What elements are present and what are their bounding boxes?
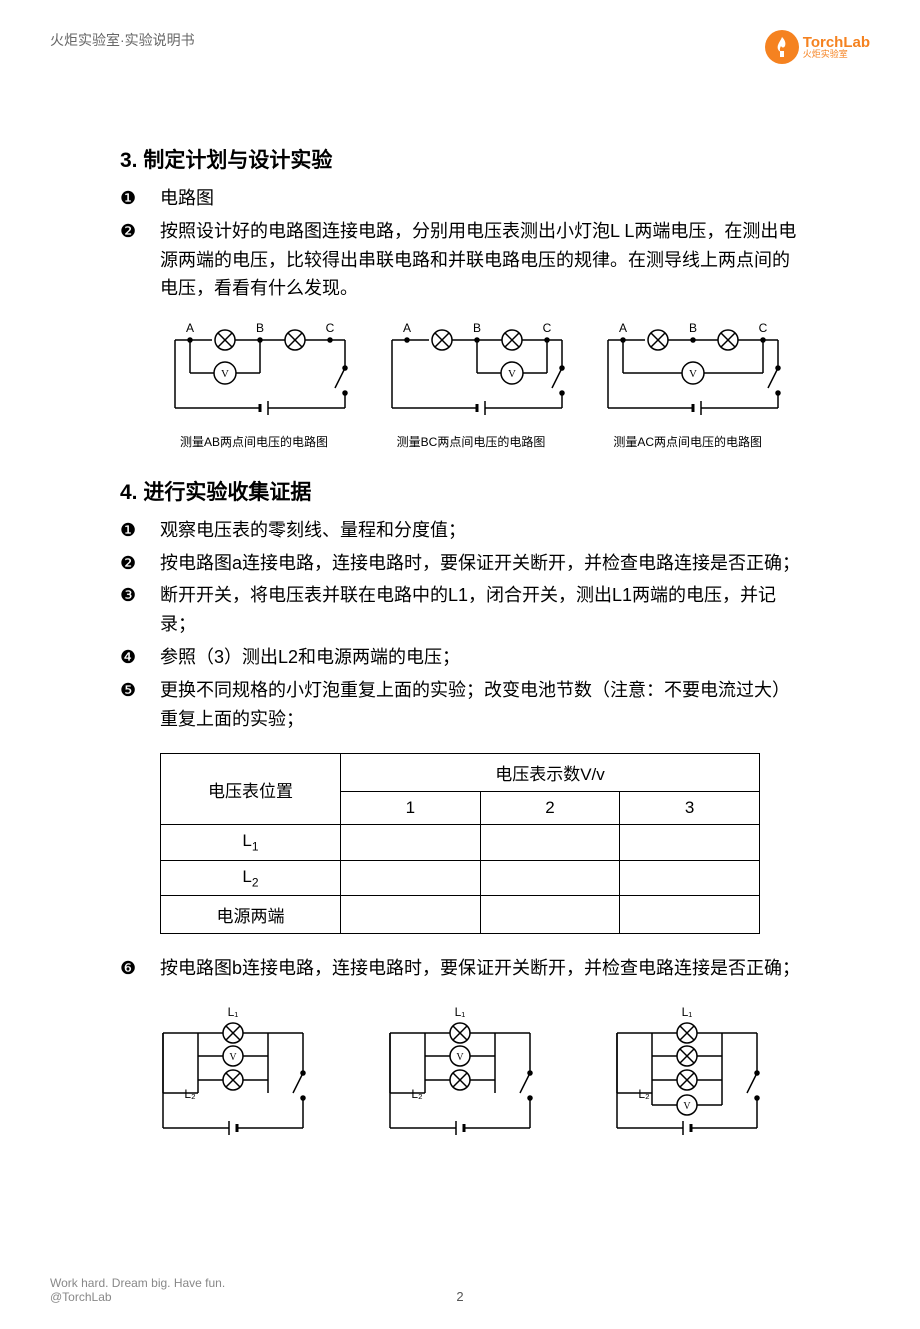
item-number: ❸ (120, 581, 160, 610)
data-cell (620, 896, 760, 934)
svg-text:B: B (473, 321, 481, 335)
item-text: 观察电压表的零刻线、量程和分度值； (160, 516, 800, 545)
svg-text:A: A (186, 321, 194, 335)
svg-text:C: C (542, 321, 551, 335)
item-number: ❷ (120, 549, 160, 578)
table-row: 电源两端 (161, 896, 760, 934)
footer-line1: Work hard. Dream big. Have fun. (50, 1276, 225, 1290)
data-cell (480, 896, 620, 934)
footer-tagline: Work hard. Dream big. Have fun. @TorchLa… (50, 1276, 225, 1304)
parallel-circuit-diagram: V L₁ L₂ (370, 998, 550, 1163)
series-circuit-row: V A B C 测量AB两点间电压的电路图 V A B C 测量BC两点间电压的电路图 V A B C 测量… (160, 318, 800, 451)
page-number: 2 (456, 1289, 463, 1304)
series-circuit-diagram: V A B C 测量AC两点间电压的电路图 (593, 318, 800, 451)
content-area: 3. 制定计划与设计实验 ❶电路图❷按照设计好的电路图连接电路，分别用电压表测出… (50, 144, 870, 1163)
logo-main-text: TorchLab (803, 35, 870, 50)
section3-item: ❷按照设计好的电路图连接电路，分别用电压表测出小灯泡L L两端电压，在测出电源两… (120, 217, 800, 303)
svg-text:V: V (689, 368, 697, 380)
table-row: L2 (161, 860, 760, 895)
circuit-caption: 测量AB两点间电压的电路图 (160, 435, 367, 451)
voltage-data-table: 电压表位置 电压表示数V/v 123 L1L2电源两端 (160, 753, 760, 934)
circuit-caption: 测量AC两点间电压的电路图 (593, 435, 800, 451)
table-row: L1 (161, 825, 760, 860)
svg-text:V: V (683, 1101, 691, 1112)
circuit-caption: 测量BC两点间电压的电路图 (377, 435, 584, 451)
svg-text:B: B (689, 321, 697, 335)
section4-item: ❶观察电压表的零刻线、量程和分度值； (120, 516, 800, 545)
trial-header: 3 (620, 792, 760, 825)
page-header: 火炬实验室·实验说明书 TorchLab 火炬实验室 (50, 30, 870, 64)
item-number: ❹ (120, 643, 160, 672)
torch-icon (765, 30, 799, 64)
table-col-header: 电压表示数V/v (341, 754, 760, 792)
section4-item: ❹参照（3）测出L2和电源两端的电压； (120, 643, 800, 672)
item-text: 更换不同规格的小灯泡重复上面的实验；改变电池节数（注意：不要电流过大）重复上面的… (160, 676, 800, 734)
section3-title: 3. 制定计划与设计实验 (120, 144, 800, 174)
data-cell (341, 860, 481, 895)
table-row-header: 电压表位置 (161, 754, 341, 825)
data-cell (480, 825, 620, 860)
svg-text:A: A (403, 321, 411, 335)
parallel-circuit-diagram: V L₁ L₂ (143, 998, 323, 1163)
breadcrumb: 火炬实验室·实验说明书 (50, 30, 195, 50)
data-cell (620, 825, 760, 860)
section4-item6: ❻ 按电路图b连接电路，连接电路时，要保证开关断开，并检查电路连接是否正确； (120, 954, 800, 983)
svg-text:V: V (230, 1052, 238, 1063)
item-text: 参照（3）测出L2和电源两端的电压； (160, 643, 800, 672)
item-text: 按电路图a连接电路，连接电路时，要保证开关断开，并检查电路连接是否正确； (160, 549, 800, 578)
item-number: ❻ (120, 954, 160, 983)
data-cell (341, 896, 481, 934)
svg-text:L₁: L₁ (228, 1005, 239, 1019)
item-text: 断开开关，将电压表并联在电路中的L1，闭合开关，测出L1两端的电压，并记录； (160, 581, 800, 639)
section3-item: ❶电路图 (120, 184, 800, 213)
item-number: ❶ (120, 516, 160, 545)
item-text: 电路图 (160, 184, 800, 213)
section4-item: ❷按电路图a连接电路，连接电路时，要保证开关断开，并检查电路连接是否正确； (120, 549, 800, 578)
item-number: ❷ (120, 217, 160, 246)
series-circuit-diagram: V A B C 测量AB两点间电压的电路图 (160, 318, 367, 451)
trial-header: 2 (480, 792, 620, 825)
parallel-circuit-row: V L₁ L₂ V L₁ L₂ V L₁ L₂ (120, 998, 800, 1163)
svg-text:L₂: L₂ (411, 1087, 423, 1101)
svg-text:B: B (256, 321, 264, 335)
item-text: 按照设计好的电路图连接电路，分别用电压表测出小灯泡L L两端电压，在测出电源两端… (160, 217, 800, 303)
row-label: 电源两端 (161, 896, 341, 934)
svg-text:C: C (326, 321, 335, 335)
data-cell (341, 825, 481, 860)
row-label: L1 (161, 825, 341, 860)
logo: TorchLab 火炬实验室 (765, 30, 870, 64)
section4-title: 4. 进行实验收集证据 (120, 476, 800, 506)
logo-sub-text: 火炬实验室 (803, 50, 870, 59)
svg-text:V: V (456, 1052, 464, 1063)
svg-text:A: A (619, 321, 627, 335)
parallel-circuit-diagram: V L₁ L₂ (597, 998, 777, 1163)
svg-text:C: C (759, 321, 768, 335)
item-number: ❺ (120, 676, 160, 705)
section4-item: ❸断开开关，将电压表并联在电路中的L1，闭合开关，测出L1两端的电压，并记录； (120, 581, 800, 639)
page-footer: Work hard. Dream big. Have fun. @TorchLa… (50, 1276, 870, 1304)
footer-line2: @TorchLab (50, 1290, 225, 1304)
data-cell (620, 860, 760, 895)
item-number: ❶ (120, 184, 160, 213)
row-label: L2 (161, 860, 341, 895)
item-text: 按电路图b连接电路，连接电路时，要保证开关断开，并检查电路连接是否正确； (160, 954, 800, 983)
data-cell (480, 860, 620, 895)
svg-text:L₂: L₂ (638, 1087, 650, 1101)
section4-item: ❺更换不同规格的小灯泡重复上面的实验；改变电池节数（注意：不要电流过大）重复上面… (120, 676, 800, 734)
svg-text:L₁: L₁ (455, 1005, 466, 1019)
trial-header: 1 (341, 792, 481, 825)
svg-text:V: V (221, 368, 229, 380)
series-circuit-diagram: V A B C 测量BC两点间电压的电路图 (377, 318, 584, 451)
svg-text:L₁: L₁ (681, 1005, 692, 1019)
svg-text:V: V (508, 368, 516, 380)
svg-text:L₂: L₂ (185, 1087, 197, 1101)
